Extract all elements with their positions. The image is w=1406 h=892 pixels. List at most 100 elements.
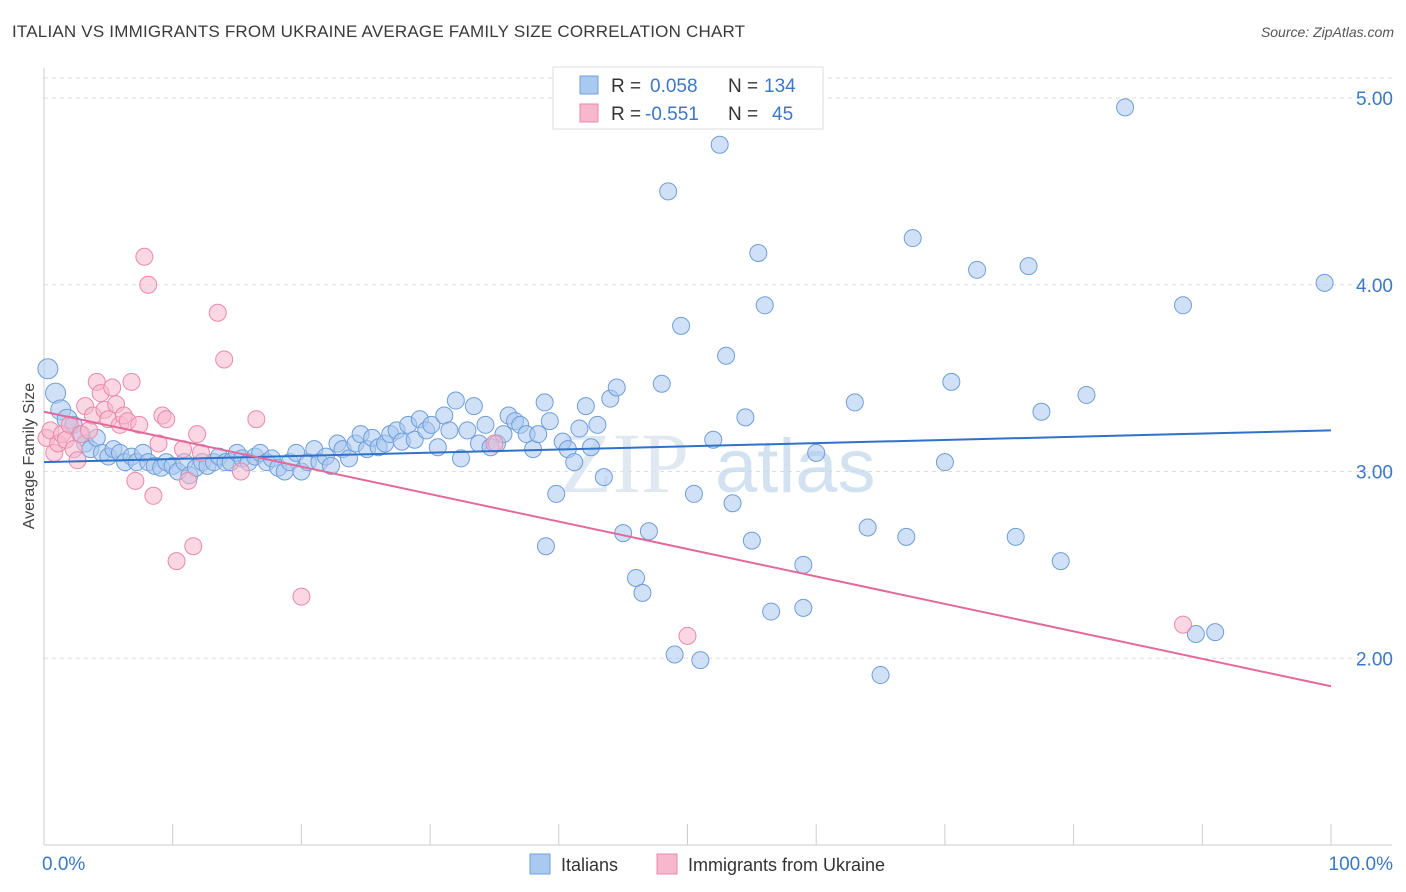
series-italians xyxy=(37,98,1334,685)
point-ukraine-33 xyxy=(179,471,198,490)
point-italians-98 xyxy=(627,568,646,587)
point-italians-104 xyxy=(672,316,691,335)
y-tick-label-2: 4.00 xyxy=(1356,276,1393,297)
tick-labels: 2.00 3.00 4.00 5.00 0.0% 100.0% xyxy=(42,89,1393,875)
point-italians-129 xyxy=(1051,552,1070,571)
point-italians-86 xyxy=(547,484,566,503)
y-tick-label-3: 5.00 xyxy=(1356,89,1393,110)
point-italians-131 xyxy=(1116,98,1135,117)
point-ukraine-44 xyxy=(1173,615,1192,634)
stats-r-label-2: R = xyxy=(611,104,641,125)
point-italians-108 xyxy=(710,135,729,154)
point-italians-51 xyxy=(340,449,359,468)
point-ukraine-27 xyxy=(144,486,163,505)
point-italians-121 xyxy=(897,527,916,546)
point-ukraine-28 xyxy=(149,434,168,453)
axes xyxy=(43,68,1392,846)
y-tick-label-1: 3.00 xyxy=(1356,463,1393,484)
stats-n-label-2: N = xyxy=(728,104,758,125)
stats-legend-swatch-italians xyxy=(579,75,599,95)
point-italians-123 xyxy=(935,453,954,472)
point-italians-101 xyxy=(652,374,671,393)
point-italians-119 xyxy=(858,518,877,537)
point-italians-99 xyxy=(633,583,652,602)
point-ukraine-39 xyxy=(231,462,250,481)
x-tick-label-1: 100.0% xyxy=(1329,854,1394,875)
trendline-ukraine xyxy=(43,410,1332,688)
stats-n-value-2: 45 xyxy=(772,104,793,125)
point-ukraine-41 xyxy=(292,587,311,606)
point-ukraine-42 xyxy=(485,434,504,453)
point-italians-130 xyxy=(1077,385,1096,404)
stats-n-value-1: 134 xyxy=(764,76,796,97)
legend-swatch-italians xyxy=(529,853,551,875)
point-italians-105 xyxy=(684,484,703,503)
point-italians-124 xyxy=(942,372,961,391)
source-label: Source: ZipAtlas.com xyxy=(1260,24,1394,40)
point-italians-107 xyxy=(704,430,723,449)
legend-label-ukraine: Immigrants from Ukraine xyxy=(688,855,885,875)
point-italians-94 xyxy=(594,468,613,487)
point-italians-135 xyxy=(1315,273,1334,292)
point-italians-128 xyxy=(1032,402,1051,421)
point-italians-127 xyxy=(1019,257,1038,276)
chart-title: ITALIAN VS IMMIGRANTS FROM UKRAINE AVERA… xyxy=(12,22,746,41)
point-italians-83 xyxy=(529,425,548,444)
point-italians-96 xyxy=(607,378,626,397)
point-italians-120 xyxy=(871,666,890,685)
point-italians-136 xyxy=(536,537,555,556)
point-italians-134 xyxy=(1206,623,1225,642)
point-ukraine-40 xyxy=(247,410,266,429)
point-italians-91 xyxy=(576,397,595,416)
point-italians-132 xyxy=(1173,296,1192,315)
point-ukraine-26 xyxy=(139,275,158,294)
point-italians-100 xyxy=(639,522,658,541)
point-ukraine-37 xyxy=(208,303,227,322)
point-italians-92 xyxy=(581,438,600,457)
point-ukraine-34 xyxy=(184,537,203,556)
stats-r-value-2: -0.551 xyxy=(645,104,699,125)
point-italians-116 xyxy=(794,555,813,574)
point-italians-71 xyxy=(458,421,477,440)
stats-r-value-1: 0.058 xyxy=(650,76,698,97)
point-italians-89 xyxy=(565,453,584,472)
legend-swatch-ukraine xyxy=(656,853,678,875)
point-italians-48 xyxy=(322,456,341,475)
y-tick-label-0: 2.00 xyxy=(1356,649,1393,670)
series-ukraine xyxy=(37,247,1192,645)
point-ukraine-43 xyxy=(678,626,697,645)
stats-r-label-1: R = xyxy=(611,76,641,97)
point-italians-126 xyxy=(1006,527,1025,546)
point-italians-85 xyxy=(540,412,559,431)
point-italians-67 xyxy=(435,406,454,425)
point-italians-109 xyxy=(717,346,736,365)
x-tick-label-0: 0.0% xyxy=(42,854,85,875)
point-italians-110 xyxy=(723,494,742,513)
point-italians-122 xyxy=(903,229,922,248)
point-italians-74 xyxy=(476,415,495,434)
point-italians-114 xyxy=(755,296,774,315)
stats-legend: R = 0.058 N = 134 R = -0.551 N = 45 xyxy=(552,66,824,130)
watermark-atlas: atlas xyxy=(715,424,876,509)
point-italians-112 xyxy=(742,531,761,550)
point-italians-84 xyxy=(535,393,554,412)
legend-label-italians: Italians xyxy=(561,855,618,875)
stats-n-label-1: N = xyxy=(728,76,758,97)
point-ukraine-23 xyxy=(126,471,145,490)
point-italians-103 xyxy=(665,645,684,664)
point-italians-102 xyxy=(659,182,678,201)
point-ukraine-17 xyxy=(103,378,122,397)
bottom-legend: Italians Immigrants from Ukraine xyxy=(529,853,885,875)
point-italians-0 xyxy=(37,358,59,380)
point-italians-90 xyxy=(570,419,589,438)
grid-lines xyxy=(44,77,1392,659)
point-italians-125 xyxy=(968,260,987,279)
point-ukraine-11 xyxy=(80,421,99,440)
point-italians-65 xyxy=(422,415,441,434)
y-axis-label: Average Family Size xyxy=(21,383,38,530)
point-ukraine-25 xyxy=(135,247,154,266)
point-italians-111 xyxy=(736,408,755,427)
stats-legend-swatch-ukraine xyxy=(579,103,599,123)
point-italians-113 xyxy=(749,244,768,263)
